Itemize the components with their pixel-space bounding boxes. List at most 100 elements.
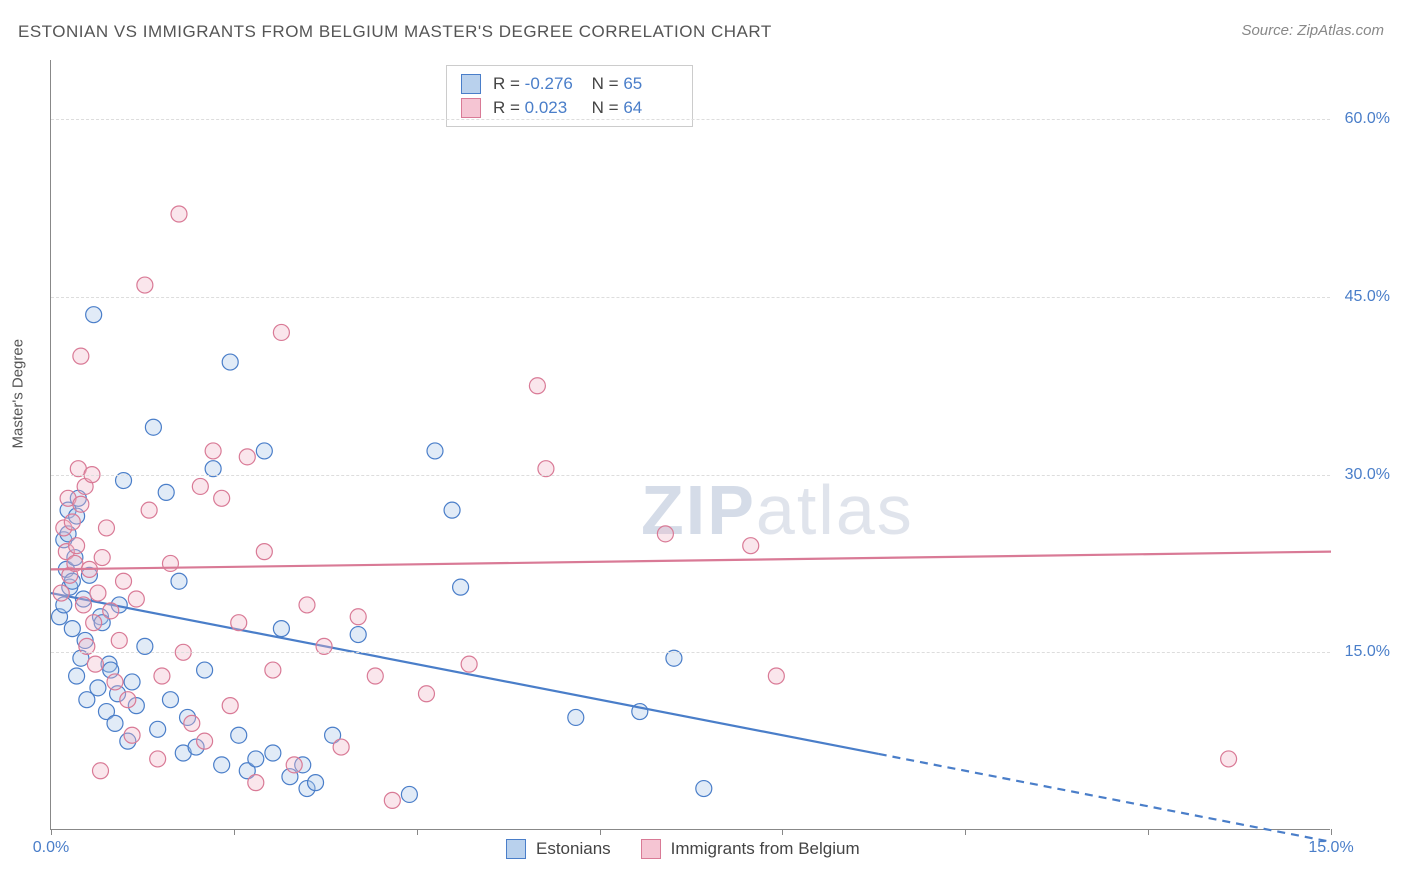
- scatter-point: [453, 579, 469, 595]
- scatter-point: [696, 781, 712, 797]
- scatter-point: [222, 354, 238, 370]
- y-axis-label: Master's Degree: [10, 339, 27, 449]
- legend-n-label-1: N =: [592, 74, 619, 93]
- y-tick-label: 45.0%: [1345, 288, 1390, 306]
- gridline-h: [51, 297, 1330, 298]
- scatter-point: [107, 715, 123, 731]
- scatter-point: [73, 496, 89, 512]
- chart-container: ESTONIAN VS IMMIGRANTS FROM BELGIUM MAST…: [0, 0, 1406, 892]
- x-tick: [965, 829, 966, 835]
- legend-row-series1: R = -0.276 N = 65: [461, 72, 678, 96]
- scatter-point: [87, 656, 103, 672]
- scatter-point: [141, 502, 157, 518]
- x-tick-label: 0.0%: [33, 839, 69, 857]
- legend-bottom-label-2: Immigrants from Belgium: [671, 839, 860, 859]
- legend-r-value-2: 0.023: [525, 98, 580, 118]
- scatter-point: [308, 775, 324, 791]
- scatter-point: [53, 585, 69, 601]
- scatter-point: [162, 555, 178, 571]
- legend-bottom-swatch-1: [506, 839, 526, 859]
- x-tick-label: 15.0%: [1308, 839, 1353, 857]
- scatter-point: [98, 520, 114, 536]
- scatter-point: [248, 775, 264, 791]
- x-tick: [51, 829, 52, 835]
- legend-bottom-swatch-2: [641, 839, 661, 859]
- legend-bottom-label-1: Estonians: [536, 839, 611, 859]
- legend-correlation-box: R = -0.276 N = 65 R = 0.023 N = 64: [446, 65, 693, 127]
- scatter-point: [197, 733, 213, 749]
- scatter-point: [286, 757, 302, 773]
- legend-n-value-1: 65: [623, 74, 678, 94]
- x-tick: [1331, 829, 1332, 835]
- scatter-point: [401, 786, 417, 802]
- scatter-point: [418, 686, 434, 702]
- scatter-point: [69, 538, 85, 554]
- scatter-point: [222, 698, 238, 714]
- scatter-point: [69, 668, 85, 684]
- scatter-point: [529, 378, 545, 394]
- x-tick: [782, 829, 783, 835]
- scatter-point: [299, 597, 315, 613]
- scatter-point: [90, 680, 106, 696]
- scatter-point: [265, 662, 281, 678]
- plot-svg: [51, 60, 1330, 829]
- legend-series-box: Estonians Immigrants from Belgium: [506, 839, 860, 859]
- scatter-point: [124, 727, 140, 743]
- scatter-point: [192, 478, 208, 494]
- legend-swatch-series1: [461, 74, 481, 94]
- scatter-point: [111, 632, 127, 648]
- legend-item-series2: Immigrants from Belgium: [641, 839, 860, 859]
- scatter-point: [367, 668, 383, 684]
- scatter-point: [171, 206, 187, 222]
- scatter-point: [137, 277, 153, 293]
- legend-n-label-2: N =: [592, 98, 619, 117]
- scatter-point: [64, 621, 80, 637]
- legend-swatch-series2: [461, 98, 481, 118]
- scatter-point: [154, 668, 170, 684]
- scatter-point: [75, 597, 91, 613]
- trendline-dashed: [879, 754, 1331, 842]
- gridline-h: [51, 119, 1330, 120]
- scatter-point: [239, 449, 255, 465]
- scatter-point: [128, 591, 144, 607]
- scatter-point: [86, 615, 102, 631]
- scatter-point: [743, 538, 759, 554]
- scatter-point: [171, 573, 187, 589]
- scatter-point: [265, 745, 281, 761]
- legend-r-value-1: -0.276: [525, 74, 580, 94]
- x-tick: [600, 829, 601, 835]
- scatter-point: [444, 502, 460, 518]
- scatter-point: [214, 490, 230, 506]
- scatter-point: [197, 662, 213, 678]
- scatter-point: [333, 739, 349, 755]
- trendline-solid: [51, 593, 879, 754]
- scatter-point: [273, 621, 289, 637]
- scatter-point: [248, 751, 264, 767]
- scatter-point: [214, 757, 230, 773]
- scatter-point: [124, 674, 140, 690]
- x-tick: [234, 829, 235, 835]
- y-tick-label: 60.0%: [1345, 110, 1390, 128]
- scatter-point: [1221, 751, 1237, 767]
- gridline-h: [51, 475, 1330, 476]
- scatter-point: [184, 715, 200, 731]
- x-tick: [1148, 829, 1149, 835]
- scatter-point: [568, 709, 584, 725]
- scatter-point: [145, 419, 161, 435]
- scatter-point: [92, 763, 108, 779]
- trendline-solid: [51, 552, 1331, 570]
- scatter-point: [107, 674, 123, 690]
- scatter-point: [231, 615, 247, 631]
- scatter-point: [256, 544, 272, 560]
- scatter-point: [103, 603, 119, 619]
- scatter-point: [231, 727, 247, 743]
- scatter-point: [94, 550, 110, 566]
- legend-r-label-1: R =: [493, 74, 520, 93]
- scatter-point: [158, 484, 174, 500]
- scatter-point: [461, 656, 477, 672]
- chart-title: ESTONIAN VS IMMIGRANTS FROM BELGIUM MAST…: [18, 22, 772, 42]
- scatter-point: [427, 443, 443, 459]
- legend-row-series2: R = 0.023 N = 64: [461, 96, 678, 120]
- legend-n-value-2: 64: [623, 98, 678, 118]
- legend-r-label-2: R =: [493, 98, 520, 117]
